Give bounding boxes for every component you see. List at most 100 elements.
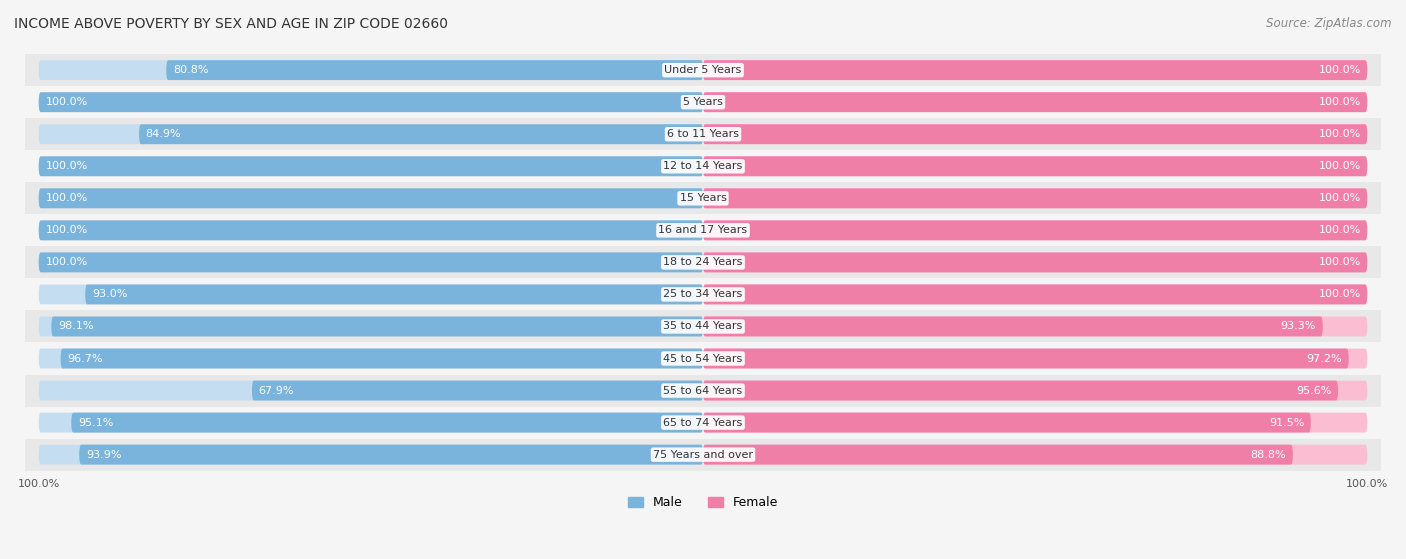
Text: 55 to 64 Years: 55 to 64 Years <box>664 386 742 396</box>
FancyBboxPatch shape <box>703 92 1367 112</box>
FancyBboxPatch shape <box>703 316 1323 337</box>
FancyBboxPatch shape <box>703 157 1367 176</box>
FancyBboxPatch shape <box>703 445 1367 465</box>
FancyBboxPatch shape <box>703 188 1367 209</box>
Text: 35 to 44 Years: 35 to 44 Years <box>664 321 742 331</box>
FancyBboxPatch shape <box>39 413 703 433</box>
Text: Under 5 Years: Under 5 Years <box>665 65 741 75</box>
Bar <box>25 150 1381 182</box>
Bar <box>25 278 1381 310</box>
FancyBboxPatch shape <box>79 445 703 465</box>
FancyBboxPatch shape <box>703 60 1367 80</box>
FancyBboxPatch shape <box>703 349 1348 368</box>
Text: 100.0%: 100.0% <box>1319 257 1361 267</box>
Legend: Male, Female: Male, Female <box>623 491 783 514</box>
FancyBboxPatch shape <box>703 220 1367 240</box>
FancyBboxPatch shape <box>39 92 703 112</box>
Text: 80.8%: 80.8% <box>173 65 208 75</box>
Text: 95.6%: 95.6% <box>1296 386 1331 396</box>
FancyBboxPatch shape <box>39 220 703 240</box>
Text: 84.9%: 84.9% <box>146 129 181 139</box>
FancyBboxPatch shape <box>703 316 1367 337</box>
FancyBboxPatch shape <box>39 253 703 272</box>
Text: 100.0%: 100.0% <box>45 225 87 235</box>
Text: 100.0%: 100.0% <box>45 161 87 171</box>
FancyBboxPatch shape <box>703 188 1367 209</box>
Text: 100.0%: 100.0% <box>1319 290 1361 300</box>
FancyBboxPatch shape <box>703 124 1367 144</box>
FancyBboxPatch shape <box>39 157 703 176</box>
FancyBboxPatch shape <box>703 381 1339 400</box>
FancyBboxPatch shape <box>39 60 703 80</box>
FancyBboxPatch shape <box>166 60 703 80</box>
Bar <box>25 343 1381 375</box>
Text: 45 to 54 Years: 45 to 54 Years <box>664 353 742 363</box>
Text: 100.0%: 100.0% <box>45 97 87 107</box>
Text: 25 to 34 Years: 25 to 34 Years <box>664 290 742 300</box>
FancyBboxPatch shape <box>703 413 1367 433</box>
Text: 93.3%: 93.3% <box>1281 321 1316 331</box>
FancyBboxPatch shape <box>39 349 703 368</box>
Text: 5 Years: 5 Years <box>683 97 723 107</box>
Text: 88.8%: 88.8% <box>1250 449 1286 459</box>
FancyBboxPatch shape <box>703 445 1294 465</box>
Text: 100.0%: 100.0% <box>1319 225 1361 235</box>
Bar <box>25 247 1381 278</box>
Text: 75 Years and over: 75 Years and over <box>652 449 754 459</box>
FancyBboxPatch shape <box>703 60 1367 80</box>
FancyBboxPatch shape <box>139 124 703 144</box>
Text: 100.0%: 100.0% <box>1319 161 1361 171</box>
FancyBboxPatch shape <box>39 253 703 272</box>
Text: 65 to 74 Years: 65 to 74 Years <box>664 418 742 428</box>
Bar <box>25 375 1381 406</box>
Bar <box>25 214 1381 247</box>
FancyBboxPatch shape <box>703 285 1367 304</box>
FancyBboxPatch shape <box>72 413 703 433</box>
Bar <box>25 118 1381 150</box>
Text: 100.0%: 100.0% <box>1319 193 1361 203</box>
FancyBboxPatch shape <box>60 349 703 368</box>
Text: 6 to 11 Years: 6 to 11 Years <box>666 129 740 139</box>
Text: 100.0%: 100.0% <box>1319 129 1361 139</box>
FancyBboxPatch shape <box>703 413 1310 433</box>
FancyBboxPatch shape <box>703 381 1367 400</box>
Text: 100.0%: 100.0% <box>1319 97 1361 107</box>
FancyBboxPatch shape <box>39 188 703 209</box>
Text: 100.0%: 100.0% <box>45 193 87 203</box>
Text: 96.7%: 96.7% <box>67 353 103 363</box>
FancyBboxPatch shape <box>703 92 1367 112</box>
Bar <box>25 310 1381 343</box>
Text: 18 to 24 Years: 18 to 24 Years <box>664 257 742 267</box>
Bar <box>25 54 1381 86</box>
Bar <box>25 182 1381 214</box>
FancyBboxPatch shape <box>39 157 703 176</box>
FancyBboxPatch shape <box>703 220 1367 240</box>
Text: 98.1%: 98.1% <box>58 321 93 331</box>
FancyBboxPatch shape <box>39 285 703 304</box>
Text: 97.2%: 97.2% <box>1306 353 1343 363</box>
FancyBboxPatch shape <box>703 253 1367 272</box>
Text: 100.0%: 100.0% <box>1319 65 1361 75</box>
Bar <box>25 86 1381 118</box>
FancyBboxPatch shape <box>703 157 1367 176</box>
FancyBboxPatch shape <box>703 349 1367 368</box>
Text: 95.1%: 95.1% <box>77 418 114 428</box>
FancyBboxPatch shape <box>39 124 703 144</box>
FancyBboxPatch shape <box>703 253 1367 272</box>
Bar <box>25 406 1381 439</box>
FancyBboxPatch shape <box>39 381 703 400</box>
Text: Source: ZipAtlas.com: Source: ZipAtlas.com <box>1267 17 1392 30</box>
Text: 93.0%: 93.0% <box>91 290 128 300</box>
Text: 100.0%: 100.0% <box>1346 479 1388 489</box>
Text: 12 to 14 Years: 12 to 14 Years <box>664 161 742 171</box>
FancyBboxPatch shape <box>252 381 703 400</box>
FancyBboxPatch shape <box>39 188 703 209</box>
Text: 16 and 17 Years: 16 and 17 Years <box>658 225 748 235</box>
Text: 100.0%: 100.0% <box>18 479 60 489</box>
FancyBboxPatch shape <box>703 285 1367 304</box>
FancyBboxPatch shape <box>39 92 703 112</box>
Text: 100.0%: 100.0% <box>45 257 87 267</box>
Bar <box>25 439 1381 471</box>
Text: 15 Years: 15 Years <box>679 193 727 203</box>
FancyBboxPatch shape <box>703 124 1367 144</box>
